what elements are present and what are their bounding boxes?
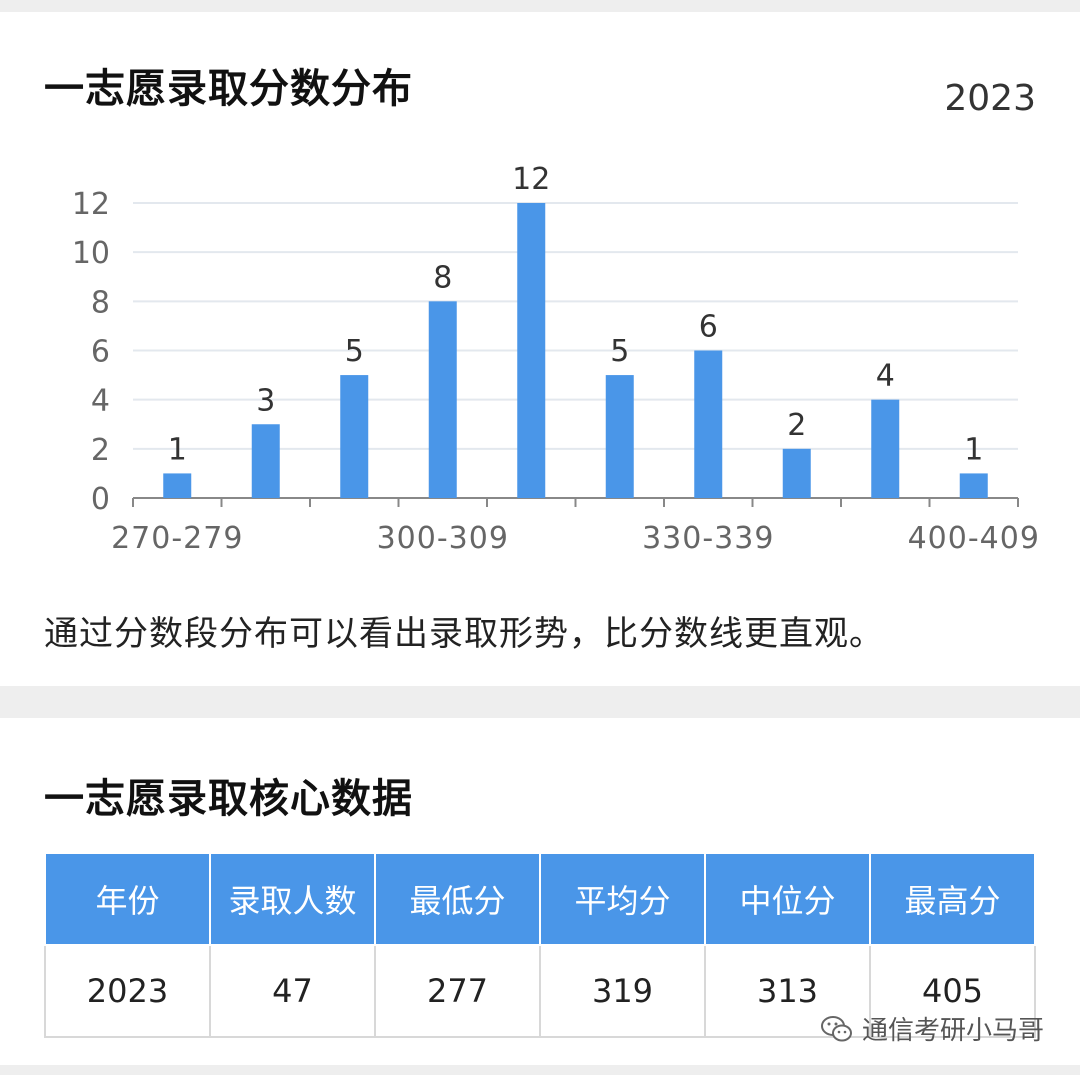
cell-max-score: 405 — [869, 944, 1036, 1038]
x-tick-label: 330-339 — [642, 521, 774, 556]
header-avg-score: 平均分 — [539, 852, 706, 946]
x-tick-label: 400-409 — [908, 521, 1040, 556]
bar-390-399 — [871, 399, 900, 498]
y-tick-label: 2 — [91, 433, 110, 468]
core-data-card: 一志愿录取核心数据 年份 录取人数 最低分 平均分 中位分 最高分 2023 4… — [0, 718, 1080, 1065]
bar-310-319 — [517, 203, 546, 498]
header-admitted-count: 录取人数 — [209, 852, 376, 946]
bar-300-309 — [428, 301, 457, 498]
header-median-score: 中位分 — [704, 852, 871, 946]
table-row: 2023 47 277 319 313 405 — [44, 944, 1036, 1038]
bar-320-329 — [605, 375, 634, 498]
y-tick-label: 0 — [91, 482, 110, 517]
x-tick-label: 300-309 — [377, 521, 509, 556]
distribution-title: 一志愿录取分数分布 — [44, 66, 413, 112]
data-label: 5 — [345, 334, 364, 369]
cell-min-score: 277 — [374, 944, 541, 1038]
cell-admitted-count: 47 — [209, 944, 376, 1038]
y-tick-label: 6 — [91, 335, 110, 370]
y-tick-label: 10 — [72, 236, 110, 271]
bar-280-289 — [251, 424, 280, 498]
y-tick-label: 8 — [91, 285, 110, 320]
core-data-table: 年份 录取人数 最低分 平均分 中位分 最高分 2023 47 277 319 … — [44, 852, 1036, 1038]
data-label: 8 — [433, 260, 452, 295]
data-label: 4 — [876, 359, 895, 394]
distribution-card: 一志愿录取分数分布 2023 0 2 4 6 8 10 12 1 3 5 8 12 5 6 2 4 1 270-2… — [0, 12, 1080, 686]
core-data-title: 一志愿录取核心数据 — [44, 776, 413, 822]
header-min-score: 最低分 — [374, 852, 541, 946]
x-tick-label: 270-279 — [111, 521, 243, 556]
data-label: 1 — [964, 432, 983, 467]
cell-avg-score: 319 — [539, 944, 706, 1038]
wechat-icon — [820, 1015, 852, 1041]
y-tick-label: 4 — [91, 384, 110, 419]
watermark: 通信考研小马哥 — [820, 1010, 1044, 1047]
data-label: 3 — [256, 383, 275, 418]
distribution-chart: 0 2 4 6 8 10 12 1 3 5 8 12 5 6 2 4 1 270-279 300-309 330-33… — [72, 162, 1040, 556]
bar-290-299 — [340, 375, 369, 498]
chart-caption: 通过分数段分布可以看出录取形势，比分数线更直观。 — [44, 614, 884, 654]
y-tick-label: 12 — [72, 187, 110, 222]
data-label: 12 — [512, 162, 550, 197]
header-max-score: 最高分 — [869, 852, 1036, 946]
data-label: 1 — [168, 432, 187, 467]
year-label: 2023 — [944, 78, 1036, 119]
bar-340-349 — [782, 448, 811, 498]
watermark-text: 通信考研小马哥 — [861, 1016, 1044, 1046]
bar-400-409 — [959, 473, 988, 498]
data-label: 5 — [610, 334, 629, 369]
data-label: 6 — [699, 310, 718, 345]
bar-270-279 — [163, 473, 192, 498]
cell-year: 2023 — [44, 944, 211, 1038]
table-header-row: 年份 录取人数 最低分 平均分 中位分 最高分 — [44, 852, 1036, 946]
header-year: 年份 — [44, 852, 211, 946]
data-label: 2 — [787, 408, 806, 443]
bar-330-339 — [694, 350, 723, 498]
